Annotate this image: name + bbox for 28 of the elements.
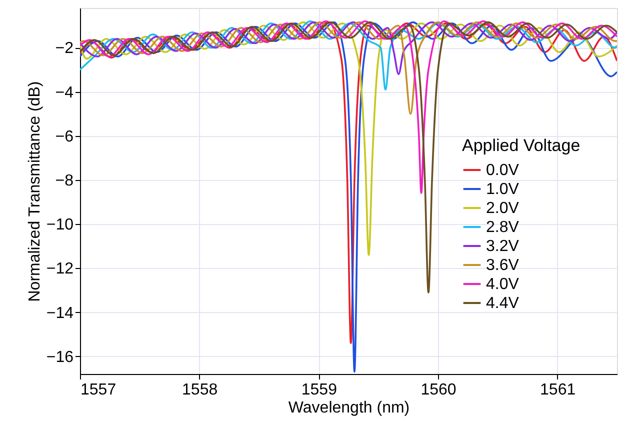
legend-label: 0.0V <box>486 162 520 179</box>
y-axis-title: Normalized Transmittance (dB) <box>26 81 44 302</box>
x-tick-label: 1560 <box>420 382 456 398</box>
legend-label: 1.0V <box>486 181 520 198</box>
line-series <box>80 21 617 76</box>
y-tick-label: −4 <box>55 84 74 102</box>
y-tick-label: −8 <box>55 172 74 190</box>
legend-label: 4.0V <box>486 276 520 293</box>
legend-label: 3.2V <box>486 238 520 255</box>
x-tick-label: 1557 <box>80 382 116 398</box>
x-axis-title: Wavelength (nm) <box>288 400 410 416</box>
y-tick-label: −2 <box>55 40 74 58</box>
y-tick-label: −16 <box>46 348 74 366</box>
x-tick-label: 1559 <box>301 382 338 398</box>
x-tick-label: 1558 <box>182 382 218 398</box>
legend-label: 3.6V <box>486 257 520 274</box>
line-series <box>80 20 617 194</box>
y-tick-label: −12 <box>46 260 74 278</box>
x-tick-label: 1561 <box>540 382 576 398</box>
line-series <box>80 21 617 115</box>
y-tick-label: −14 <box>46 304 74 322</box>
legend-label: 4.4V <box>486 295 520 312</box>
y-tick-label: −6 <box>55 128 74 146</box>
legend-label: 2.8V <box>486 219 520 236</box>
y-tick-label: −10 <box>46 216 74 234</box>
legend-title: Applied Voltage <box>462 136 580 155</box>
legend-label: 2.0V <box>486 200 520 217</box>
line-series <box>80 20 617 90</box>
